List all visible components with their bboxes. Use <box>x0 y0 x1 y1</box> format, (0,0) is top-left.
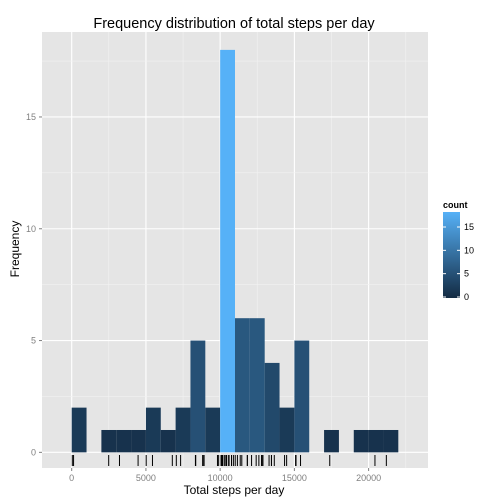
x-axis-ticks: 0 5000 10000 15000 20000 <box>69 468 381 483</box>
histogram-bar <box>383 429 399 453</box>
histogram-bars <box>71 49 399 453</box>
histogram-bar <box>175 407 191 453</box>
histogram-bar <box>353 429 369 453</box>
chart-title: Frequency distribution of total steps pe… <box>93 16 375 32</box>
rug-marks <box>71 455 387 466</box>
legend-tick-label: 5 <box>464 269 469 279</box>
x-tick-label: 5000 <box>136 473 156 483</box>
legend-tick-label: 0 <box>464 292 469 302</box>
histogram-bar <box>101 429 117 453</box>
histogram-bar <box>145 407 161 453</box>
x-tick-label: 0 <box>69 473 74 483</box>
y-tick-label: 5 <box>31 336 36 346</box>
histogram-bar <box>368 429 384 453</box>
histogram-bar <box>249 318 265 453</box>
histogram-bar <box>205 407 221 453</box>
x-tick-label: 15000 <box>282 473 307 483</box>
histogram-bar <box>160 429 176 453</box>
histogram-bar <box>190 340 206 453</box>
histogram-bar <box>324 429 339 453</box>
x-tick-label: 10000 <box>208 473 233 483</box>
histogram-bar <box>279 407 295 453</box>
histogram-bar <box>235 318 250 453</box>
y-tick-label: 10 <box>26 224 36 234</box>
histogram-bar <box>116 429 132 453</box>
legend-colorbar <box>443 212 460 298</box>
histogram-bar <box>131 429 146 453</box>
x-axis-label: Total steps per day <box>184 483 285 497</box>
legend-tick-label: 15 <box>464 222 474 232</box>
legend-tick-label: 10 <box>464 245 474 255</box>
histogram-bar <box>220 49 235 453</box>
y-axis-label: Frequency <box>8 221 22 278</box>
legend-title: count <box>443 200 468 210</box>
y-tick-label: 15 <box>26 112 36 122</box>
histogram-bar <box>294 340 310 453</box>
legend: 0 5 10 15 <box>443 212 474 302</box>
histogram-bar <box>71 407 87 453</box>
y-tick-label: 0 <box>31 447 36 457</box>
x-tick-label: 20000 <box>356 473 381 483</box>
y-axis-ticks: 0 5 10 15 <box>26 112 42 457</box>
histogram-bar <box>264 362 280 453</box>
